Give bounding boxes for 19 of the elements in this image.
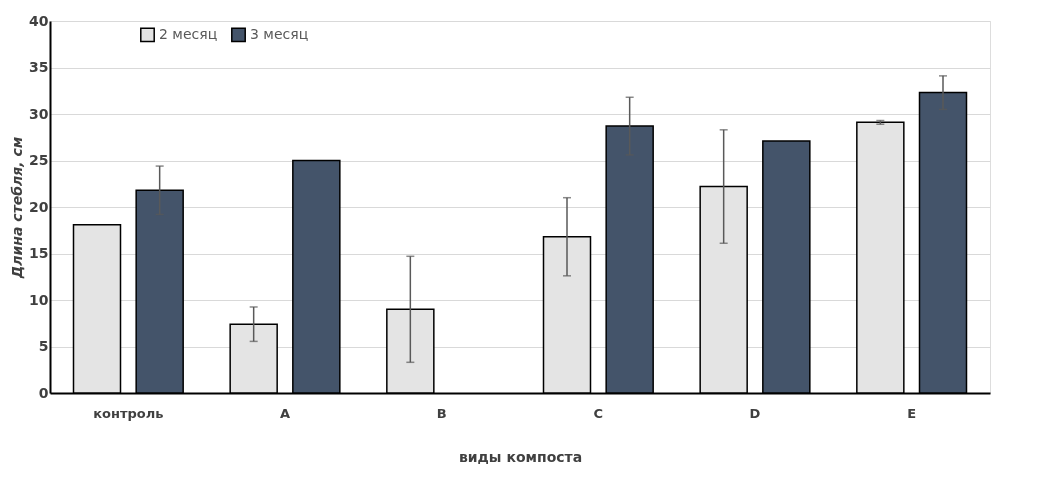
x-tick-label: C xyxy=(593,405,604,421)
y-tick-label: 5 xyxy=(38,338,49,354)
y-tick-label: 35 xyxy=(29,59,49,75)
legend-label: 2 месяц xyxy=(159,25,218,42)
y-tick-label: 40 xyxy=(29,12,49,29)
x-axis-title: виды компоста xyxy=(458,448,583,465)
y-axis-title: Длина стебля, см xyxy=(9,136,26,280)
y-tick-label: 10 xyxy=(29,291,49,308)
y-tick-label: 25 xyxy=(29,152,49,168)
y-tick-label: 30 xyxy=(29,105,49,122)
y-tick-label: 0 xyxy=(38,384,49,401)
y-tick-label: 20 xyxy=(29,198,49,215)
legend-label: 3 месяц xyxy=(250,25,309,42)
x-tick-label: контроль xyxy=(93,405,164,421)
x-tick-label: B xyxy=(436,405,447,421)
y-tick-label: 15 xyxy=(29,245,49,261)
x-tick-label: D xyxy=(749,405,761,421)
x-tick-label: E xyxy=(907,405,917,421)
x-tick-label: A xyxy=(279,405,291,421)
